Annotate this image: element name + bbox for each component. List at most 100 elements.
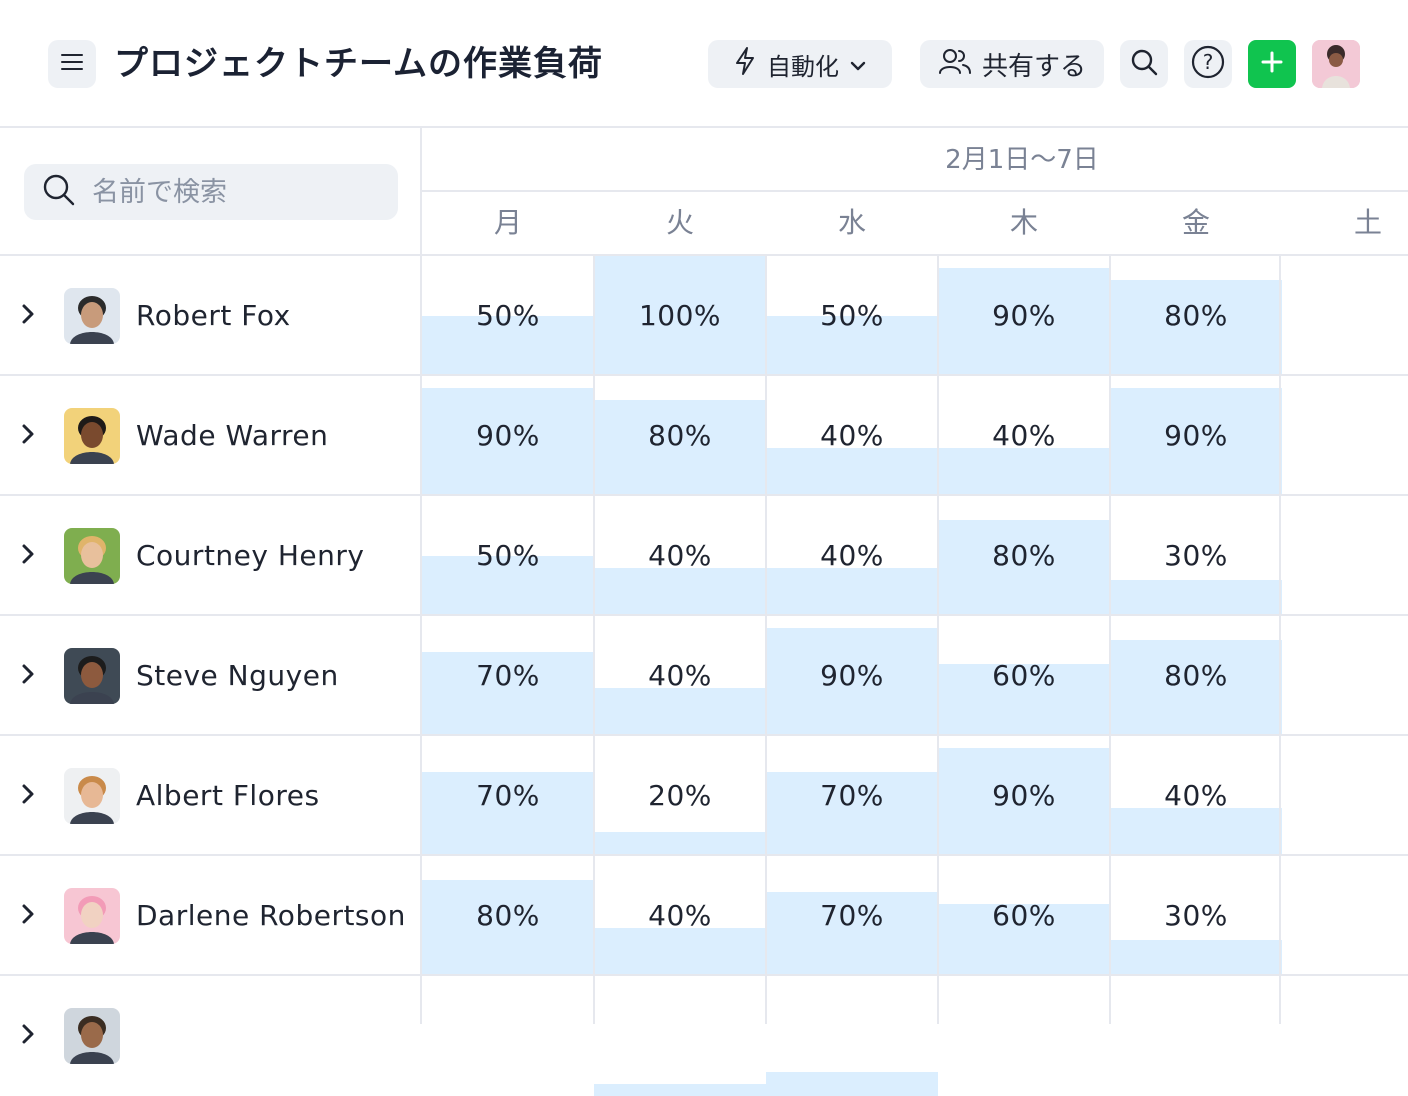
chevron-down-icon bbox=[849, 50, 867, 78]
workload-cell[interactable]: 90% bbox=[422, 376, 594, 496]
workload-cell[interactable]: 40% bbox=[1110, 736, 1282, 856]
workload-cell[interactable]: 90% bbox=[1110, 376, 1282, 496]
workload-cell[interactable]: 80% bbox=[1110, 616, 1282, 736]
day-divider bbox=[1279, 256, 1281, 1024]
workload-percent: 50% bbox=[476, 539, 540, 572]
column-divider bbox=[420, 128, 422, 1024]
workload-percent: 90% bbox=[1164, 419, 1228, 452]
workload-cell[interactable]: 80% bbox=[1110, 256, 1282, 376]
workload-bar bbox=[422, 652, 594, 736]
avatar bbox=[64, 888, 120, 944]
row-divider bbox=[0, 734, 1408, 736]
workload-bar bbox=[594, 928, 766, 976]
share-button[interactable]: 共有する bbox=[920, 40, 1104, 88]
workload-percent: 100% bbox=[638, 299, 722, 332]
workload-percent: 70% bbox=[820, 779, 884, 812]
workload-percent bbox=[1110, 1016, 1282, 1056]
date-range-label: 2月1日〜7日 bbox=[945, 145, 1099, 175]
workload-bar bbox=[1110, 280, 1282, 376]
search-button[interactable] bbox=[1120, 40, 1168, 88]
help-button[interactable]: ? bbox=[1184, 40, 1232, 88]
workload-cell[interactable] bbox=[938, 976, 1110, 1096]
workload-cell[interactable]: 50% bbox=[422, 496, 594, 616]
workload-cell[interactable]: 40% bbox=[594, 496, 766, 616]
row-divider bbox=[0, 854, 1408, 856]
workload-cell[interactable]: 70% bbox=[422, 616, 594, 736]
workload-cell[interactable]: 100% bbox=[594, 256, 766, 376]
day-label-thu: 木 bbox=[1009, 206, 1038, 239]
workload-cell[interactable] bbox=[1110, 976, 1282, 1096]
workload-bar bbox=[594, 688, 766, 736]
app-header bbox=[0, 0, 1408, 128]
expand-row-button[interactable] bbox=[14, 1022, 42, 1050]
share-label: 共有する bbox=[981, 51, 1086, 82]
automation-button[interactable]: 自動化 bbox=[708, 40, 892, 88]
workload-bar bbox=[1110, 580, 1282, 616]
workload-cell[interactable]: 50% bbox=[766, 256, 938, 376]
workload-cell[interactable] bbox=[422, 976, 594, 1096]
workload-bar bbox=[766, 892, 938, 976]
workload-percent: 70% bbox=[820, 899, 884, 932]
workload-cell[interactable]: 70% bbox=[766, 856, 938, 976]
add-button[interactable] bbox=[1248, 40, 1296, 88]
workload-cell[interactable]: 40% bbox=[594, 856, 766, 976]
person-name: Wade Warren bbox=[136, 419, 329, 452]
expand-row-button[interactable] bbox=[14, 782, 42, 810]
workload-cell[interactable]: 90% bbox=[766, 616, 938, 736]
workload-bar bbox=[766, 1072, 938, 1096]
workload-cell[interactable]: 70% bbox=[766, 736, 938, 856]
workload-bar bbox=[1110, 388, 1282, 496]
workload-cell[interactable]: 40% bbox=[594, 616, 766, 736]
chevron-right-icon bbox=[20, 543, 36, 569]
chevron-right-icon bbox=[20, 1023, 36, 1049]
workload-percent bbox=[766, 1016, 938, 1056]
expand-row-button[interactable] bbox=[14, 902, 42, 930]
workload-percent: 50% bbox=[820, 299, 884, 332]
workload-cell[interactable]: 40% bbox=[766, 496, 938, 616]
search-input[interactable] bbox=[90, 175, 384, 209]
workload-cell[interactable]: 50% bbox=[422, 256, 594, 376]
day-divider bbox=[1109, 256, 1111, 1024]
workload-bar bbox=[422, 388, 594, 496]
workload-cell[interactable]: 20% bbox=[594, 736, 766, 856]
avatar bbox=[64, 768, 120, 824]
expand-row-button[interactable] bbox=[14, 302, 42, 330]
workload-cell[interactable]: 40% bbox=[766, 376, 938, 496]
workload-cell[interactable]: 90% bbox=[938, 736, 1110, 856]
workload-bar bbox=[594, 256, 766, 376]
workload-cell[interactable]: 70% bbox=[422, 736, 594, 856]
expand-row-button[interactable] bbox=[14, 662, 42, 690]
workload-bar bbox=[766, 316, 938, 376]
workload-cell[interactable]: 40% bbox=[938, 376, 1110, 496]
workload-cell[interactable] bbox=[766, 976, 938, 1096]
day-divider bbox=[937, 256, 939, 1024]
lightning-icon bbox=[733, 46, 757, 82]
day-label-wed: 水 bbox=[837, 206, 866, 239]
workload-cell[interactable]: 30% bbox=[1110, 856, 1282, 976]
workload-cell[interactable]: 90% bbox=[938, 256, 1110, 376]
workload-bar bbox=[938, 448, 1110, 496]
workload-cell[interactable]: 60% bbox=[938, 856, 1110, 976]
name-search[interactable] bbox=[24, 164, 398, 220]
current-user-avatar[interactable] bbox=[1312, 40, 1360, 88]
avatar bbox=[64, 528, 120, 584]
workload-cell[interactable]: 80% bbox=[422, 856, 594, 976]
day-label-fri: 金 bbox=[1181, 206, 1210, 239]
workload-bar bbox=[938, 904, 1110, 976]
workload-cell[interactable]: 30% bbox=[1110, 496, 1282, 616]
workload-bar bbox=[938, 664, 1110, 736]
header-divider bbox=[422, 190, 1408, 192]
workload-cell[interactable]: 80% bbox=[938, 496, 1110, 616]
workload-cell[interactable]: 80% bbox=[594, 376, 766, 496]
workload-bar bbox=[422, 556, 594, 616]
expand-row-button[interactable] bbox=[14, 542, 42, 570]
workload-percent: 40% bbox=[648, 659, 712, 692]
workload-percent bbox=[938, 1016, 1110, 1056]
expand-row-button[interactable] bbox=[14, 422, 42, 450]
row-divider bbox=[0, 374, 1408, 376]
workload-cell[interactable] bbox=[594, 976, 766, 1096]
workload-cell[interactable]: 60% bbox=[938, 616, 1110, 736]
menu-button[interactable] bbox=[48, 40, 96, 88]
workload-percent: 40% bbox=[820, 419, 884, 452]
row-divider bbox=[0, 614, 1408, 616]
